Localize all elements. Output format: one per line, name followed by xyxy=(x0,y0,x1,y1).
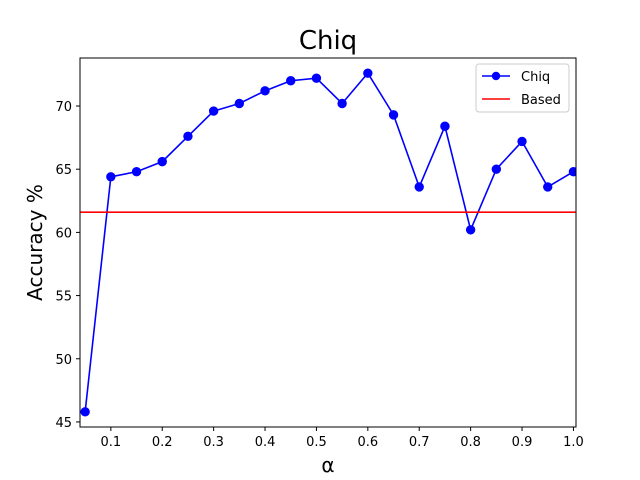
data-point xyxy=(157,156,167,167)
tick-marks: 0.1 0.2 0.3 0.4 0.5 0.6 0.7 0.8 0.9 1.0 45 50 55 60 65… xyxy=(55,100,583,450)
x-tick-label: 0.4 xyxy=(255,435,276,450)
y-axis-label: Accuracy % xyxy=(23,184,47,301)
x-tick-label: 0.2 xyxy=(152,435,173,450)
x-tick-label: 0.9 xyxy=(512,435,533,450)
legend-label-chiq: Chiq xyxy=(521,70,550,85)
x-tick-label: 0.5 xyxy=(306,435,327,450)
data-point xyxy=(491,164,502,174)
axis-labels: Chiq α Accuracy % xyxy=(23,26,357,477)
data-point xyxy=(440,121,450,131)
y-tick-label: 45 xyxy=(55,416,72,431)
data-point xyxy=(388,110,399,120)
x-tick-label: 0.7 xyxy=(409,435,430,450)
x-tick-label: 1.0 xyxy=(563,435,584,450)
data-point xyxy=(517,136,527,147)
data-point xyxy=(183,131,193,142)
plot-series xyxy=(80,68,576,417)
data-point xyxy=(131,167,142,177)
data-point xyxy=(208,106,219,116)
y-tick-label: 50 xyxy=(55,353,72,368)
legend: Chiq Based xyxy=(475,63,570,113)
data-point xyxy=(414,182,424,192)
y-tick-label: 60 xyxy=(55,226,72,241)
data-point xyxy=(465,225,476,235)
chart-title: Chiq xyxy=(299,26,357,56)
data-point xyxy=(568,167,576,177)
data-point xyxy=(286,76,296,86)
legend-marker-chiq xyxy=(491,71,501,81)
data-point xyxy=(234,98,245,109)
x-tick-label: 0.6 xyxy=(357,435,378,450)
y-tick-label: 70 xyxy=(55,100,72,115)
data-point xyxy=(543,182,553,192)
axes xyxy=(79,57,577,428)
data-point xyxy=(106,172,116,182)
x-tick-label: 0.8 xyxy=(460,435,481,450)
data-point xyxy=(363,68,373,78)
data-point xyxy=(80,407,90,417)
y-tick-label: 55 xyxy=(55,290,72,305)
legend-label-based: Based xyxy=(521,93,561,108)
x-tick-label: 0.3 xyxy=(203,435,224,450)
y-tick-label: 65 xyxy=(55,163,72,178)
data-point xyxy=(311,73,322,83)
data-point xyxy=(337,98,347,109)
plot-area xyxy=(80,68,576,417)
x-axis-label: α xyxy=(321,453,334,477)
series-chiq-line xyxy=(84,72,574,412)
x-tick-label: 0.1 xyxy=(100,435,121,450)
data-point xyxy=(260,86,270,96)
axes-frame xyxy=(79,57,577,428)
